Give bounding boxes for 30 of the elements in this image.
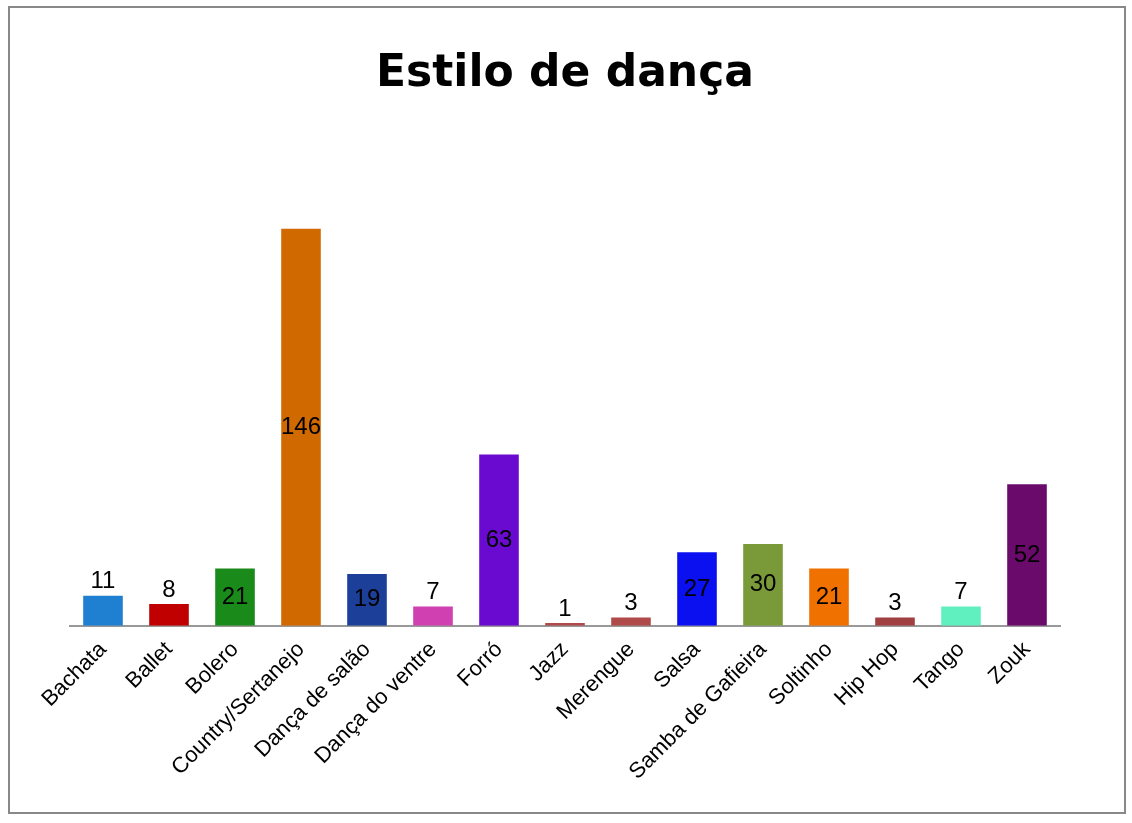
bar xyxy=(809,568,849,626)
data-label: 7 xyxy=(426,577,440,605)
bar xyxy=(875,617,915,626)
data-label: 146 xyxy=(280,411,322,439)
bar xyxy=(1007,484,1047,626)
bar xyxy=(281,228,321,626)
data-label: 1 xyxy=(558,593,572,621)
data-label: 3 xyxy=(624,588,638,616)
data-label: 3 xyxy=(888,588,902,616)
data-label: 21 xyxy=(815,581,843,609)
data-label: 52 xyxy=(1013,539,1041,567)
data-label: 11 xyxy=(90,566,116,594)
bar xyxy=(413,606,453,626)
bar xyxy=(215,568,255,626)
data-label: 27 xyxy=(683,573,711,601)
data-label: 8 xyxy=(162,574,176,602)
bar xyxy=(479,454,519,626)
bar xyxy=(347,573,387,626)
bar xyxy=(743,544,783,626)
bar xyxy=(149,603,189,626)
data-label: 19 xyxy=(353,584,381,612)
bar xyxy=(941,606,981,626)
bar xyxy=(677,552,717,626)
bar xyxy=(611,617,651,626)
data-label: 21 xyxy=(221,581,249,609)
chart-title: Estilo de dança xyxy=(376,44,754,96)
bar xyxy=(83,595,123,626)
data-label: 7 xyxy=(954,577,968,605)
data-label: 63 xyxy=(485,524,513,552)
data-label: 30 xyxy=(749,569,777,597)
